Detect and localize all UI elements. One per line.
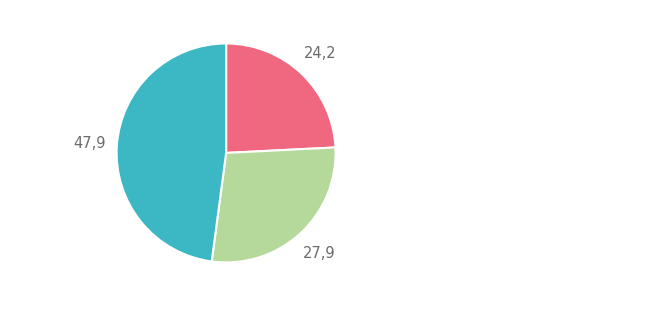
Wedge shape [226, 43, 335, 153]
Wedge shape [212, 147, 335, 262]
Text: 27,9: 27,9 [302, 246, 335, 261]
Text: 47,9: 47,9 [73, 137, 106, 151]
Text: 24,2: 24,2 [304, 46, 337, 61]
Wedge shape [117, 43, 226, 261]
